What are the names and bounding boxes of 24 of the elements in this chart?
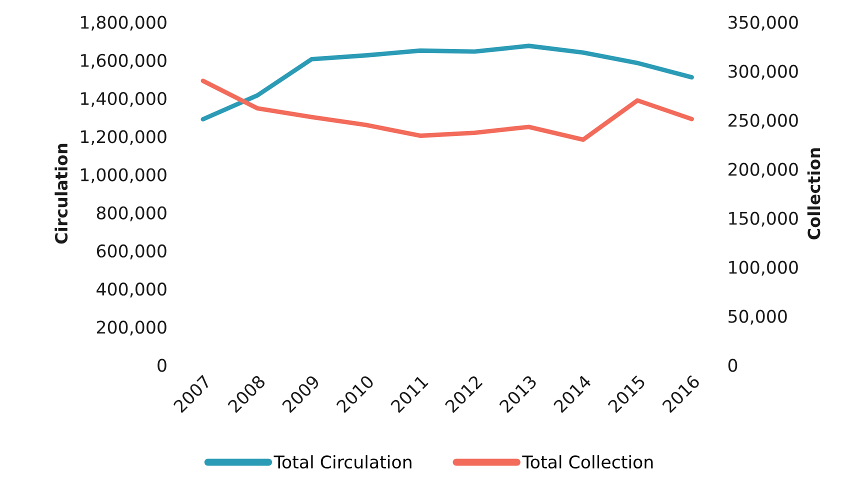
y-tick-label: 400,000 — [96, 282, 166, 298]
y2-axis-title: Collection — [807, 148, 820, 240]
y-tick-label: 600,000 — [96, 244, 166, 260]
legend-label: Total Circulation — [274, 455, 412, 469]
y-tick-label: 1,800,000 — [81, 16, 166, 31]
y2-tick-label: 200,000 — [728, 162, 798, 178]
y2-tick-label: 150,000 — [729, 212, 798, 227]
y-tick-label: 1,000,000 — [81, 168, 166, 184]
y-tick-label: 0 — [158, 358, 166, 372]
y2-tick-label: 50,000 — [728, 310, 787, 325]
line-series — [200, 44, 694, 122]
y2-tick-label: 0 — [728, 358, 738, 372]
line-series — [200, 78, 694, 142]
y2-tick-label: 250,000 — [728, 114, 798, 129]
y-tick-label: 1,400,000 — [81, 92, 166, 107]
y-tick-label: 800,000 — [96, 206, 166, 222]
y2-tick-label: 100,000 — [729, 260, 798, 276]
legend-label: Total Collection — [522, 455, 653, 469]
y-tick-label: 1,200,000 — [81, 130, 166, 145]
y-tick-label: 200,000 — [96, 320, 166, 336]
y2-tick-label: 350,000 — [728, 16, 798, 31]
y2-tick-label: 300,000 — [728, 64, 798, 80]
y-tick-label: 1,600,000 — [81, 54, 166, 69]
y-axis-title: Circulation — [54, 144, 68, 244]
